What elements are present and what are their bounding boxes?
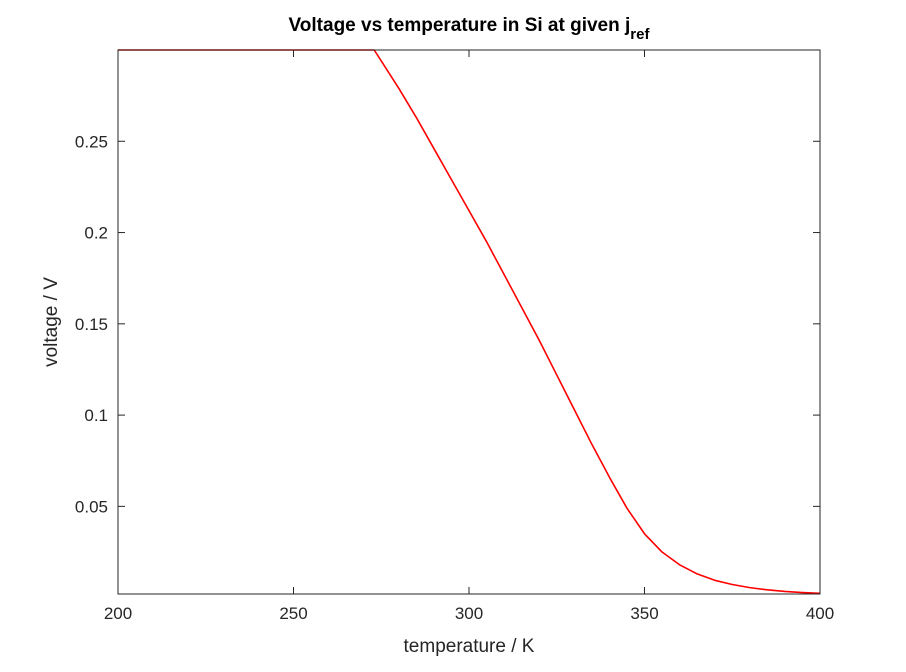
x-tick-label: 200 [104, 604, 132, 623]
x-tick-label: 250 [279, 604, 307, 623]
y-tick-label: 0.2 [84, 224, 108, 243]
axes-box [117, 49, 821, 595]
ticks-group: 200 250 300 350 400 0.05 0.1 0.15 0.2 0.25 [75, 50, 834, 623]
chart-title-subscript: ref [630, 26, 650, 43]
chart-title: Voltage vs temperature in Si at given jr… [289, 15, 651, 43]
plot-area [118, 50, 820, 594]
x-tick-label: 350 [630, 604, 658, 623]
x-axis-label: temperature / K [404, 636, 535, 657]
x-tick-label: 400 [806, 604, 834, 623]
y-axis-label: voltage / V [41, 277, 62, 367]
chart-title-main: Voltage vs temperature in Si at given j [289, 15, 631, 36]
y-tick-label: 0.1 [84, 406, 108, 425]
y-tick-label: 0.15 [75, 315, 108, 334]
x-tick-label: 300 [455, 604, 483, 623]
y-tick-label: 0.05 [75, 497, 108, 516]
y-tick-label: 0.25 [75, 132, 108, 151]
